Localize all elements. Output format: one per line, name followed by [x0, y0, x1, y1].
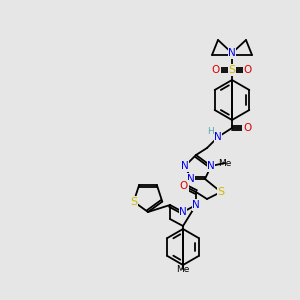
- Text: O: O: [212, 65, 220, 75]
- Text: Me: Me: [176, 265, 190, 274]
- Text: N: N: [214, 132, 222, 142]
- Text: N: N: [192, 200, 200, 210]
- Text: N: N: [228, 48, 236, 58]
- Text: N: N: [207, 161, 215, 171]
- Text: N: N: [179, 207, 187, 217]
- Text: O: O: [243, 123, 251, 133]
- Text: S: S: [130, 196, 137, 207]
- Text: Me: Me: [218, 158, 232, 167]
- Text: O: O: [180, 181, 188, 191]
- Text: O: O: [244, 65, 252, 75]
- Text: S: S: [218, 187, 225, 197]
- Text: H: H: [207, 128, 213, 136]
- Text: N: N: [181, 161, 189, 171]
- Text: S: S: [228, 65, 236, 75]
- Text: N: N: [187, 174, 195, 184]
